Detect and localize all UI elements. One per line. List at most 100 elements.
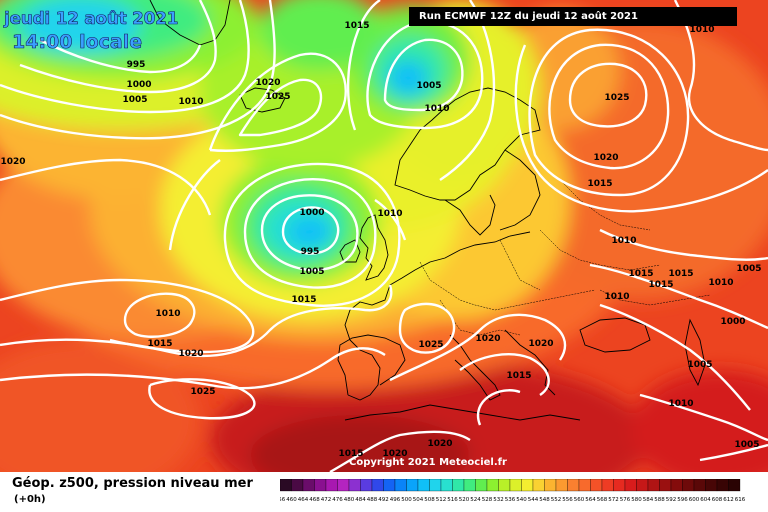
legend-value: 544 xyxy=(528,497,539,503)
legend-swatch xyxy=(371,479,384,492)
legend-swatch xyxy=(716,479,729,492)
legend-swatch xyxy=(348,479,361,492)
legend-swatch xyxy=(394,479,407,492)
copyright-notice: Copyright 2021 Meteociel.fr xyxy=(349,457,507,468)
isobar-label: 1010 xyxy=(155,309,180,319)
legend-swatch xyxy=(440,479,453,492)
isobar-label: 1000 xyxy=(299,208,324,218)
legend-value: 516 xyxy=(447,497,458,503)
legend-swatch xyxy=(291,479,304,492)
legend-swatch xyxy=(647,479,660,492)
legend-swatch xyxy=(555,479,568,492)
isobar-label: 1025 xyxy=(265,92,290,102)
map-date: jeudi 12 août 2021 xyxy=(4,9,179,30)
legend-swatch xyxy=(498,479,511,492)
isobar-label: 1000 xyxy=(126,80,151,90)
isobars xyxy=(0,0,768,472)
legend-swatch xyxy=(670,479,683,492)
legend-swatch xyxy=(728,479,741,492)
map-title: Géop. z500, pression niveau mer xyxy=(12,476,253,491)
isobar-label: 1005 xyxy=(736,264,761,274)
legend-value: 456 xyxy=(280,497,286,503)
legend-swatch xyxy=(693,479,706,492)
isobar-label: 1015 xyxy=(648,280,673,290)
geopotential-fill xyxy=(0,0,768,472)
isobar-label: 1010 xyxy=(424,104,449,114)
legend-value: 504 xyxy=(413,497,424,503)
isobar-label: 995 xyxy=(301,247,320,257)
legend-swatch xyxy=(613,479,626,492)
legend-value: 532 xyxy=(493,497,504,503)
legend-value: 604 xyxy=(700,497,711,503)
isobar-label: 1015 xyxy=(291,295,316,305)
legend-swatch xyxy=(302,479,315,492)
legend-swatch xyxy=(705,479,718,492)
legend-value: 592 xyxy=(666,497,677,503)
legend-swatch xyxy=(325,479,338,492)
legend-swatch xyxy=(463,479,476,492)
legend-swatch xyxy=(383,479,396,492)
legend-value: 564 xyxy=(585,497,596,503)
legend-swatch xyxy=(509,479,522,492)
legend-value: 548 xyxy=(539,497,550,503)
footer: Géop. z500, pression niveau mer (+0h) 45… xyxy=(0,472,768,512)
legend-value: 520 xyxy=(459,497,470,503)
isobar-label: 1010 xyxy=(689,25,714,35)
legend-value: 488 xyxy=(367,497,378,503)
legend-value: 560 xyxy=(574,497,585,503)
legend-swatch xyxy=(280,479,292,492)
forecast-offset: (+0h) xyxy=(14,494,46,505)
isobar-label: 1020 xyxy=(427,439,452,449)
legend-swatch xyxy=(475,479,488,492)
map-time: 14:00 locale xyxy=(12,31,143,54)
isobar-label: 995 xyxy=(127,60,146,70)
isobar-label: 1020 xyxy=(528,339,553,349)
legend-swatch xyxy=(406,479,419,492)
legend-swatch xyxy=(429,479,442,492)
borders xyxy=(419,179,711,336)
legend-value: 552 xyxy=(551,497,562,503)
isobar-label: 1015 xyxy=(668,269,693,279)
legend-value: 528 xyxy=(482,497,493,503)
legend-value: 600 xyxy=(689,497,700,503)
legend-swatch xyxy=(314,479,327,492)
isobar-label: 1020 xyxy=(0,157,25,167)
isobar-label: 1005 xyxy=(416,81,441,91)
legend-value: 472 xyxy=(321,497,332,503)
legend-value: 480 xyxy=(344,497,355,503)
legend-swatch xyxy=(544,479,557,492)
isobar-label: 1015 xyxy=(338,449,363,459)
isobar-labels: 1015 995 1000 1005 1010 1020 1025 1005 1010 1010 1… xyxy=(0,21,761,459)
legend-swatch xyxy=(578,479,591,492)
legend-swatch xyxy=(417,479,430,492)
legend-swatch xyxy=(624,479,637,492)
isobar-label: 1020 xyxy=(255,78,280,88)
isobar-label: 1015 xyxy=(344,21,369,31)
color-scale-legend: 4564604644684724764804844884924965005045… xyxy=(280,479,746,503)
isobar-label: 1005 xyxy=(734,440,759,450)
isobar-label: 1015 xyxy=(628,269,653,279)
coastlines xyxy=(149,0,706,421)
legend-swatch xyxy=(682,479,695,492)
isobar-label: 1015 xyxy=(587,179,612,189)
isobar-label: 1010 xyxy=(178,97,203,107)
isobar-label: 1005 xyxy=(122,95,147,105)
legend-value: 608 xyxy=(712,497,723,503)
isobar-label: 1020 xyxy=(382,449,407,459)
legend-swatch xyxy=(486,479,499,492)
legend-value: 580 xyxy=(631,497,642,503)
isobar-label: 1020 xyxy=(593,153,618,163)
legend-swatch xyxy=(521,479,534,492)
legend-swatch xyxy=(659,479,672,492)
legend-value: 596 xyxy=(677,497,688,503)
isobar-label: 1015 xyxy=(147,339,172,349)
legend-value: 492 xyxy=(378,497,389,503)
legend-value: 568 xyxy=(597,497,608,503)
legend-swatch xyxy=(532,479,545,492)
legend-value: 584 xyxy=(643,497,654,503)
legend-value: 464 xyxy=(298,497,309,503)
legend-value: 496 xyxy=(390,497,401,503)
legend-swatch xyxy=(567,479,580,492)
legend-value: 460 xyxy=(286,497,297,503)
legend-value: 524 xyxy=(470,497,481,503)
